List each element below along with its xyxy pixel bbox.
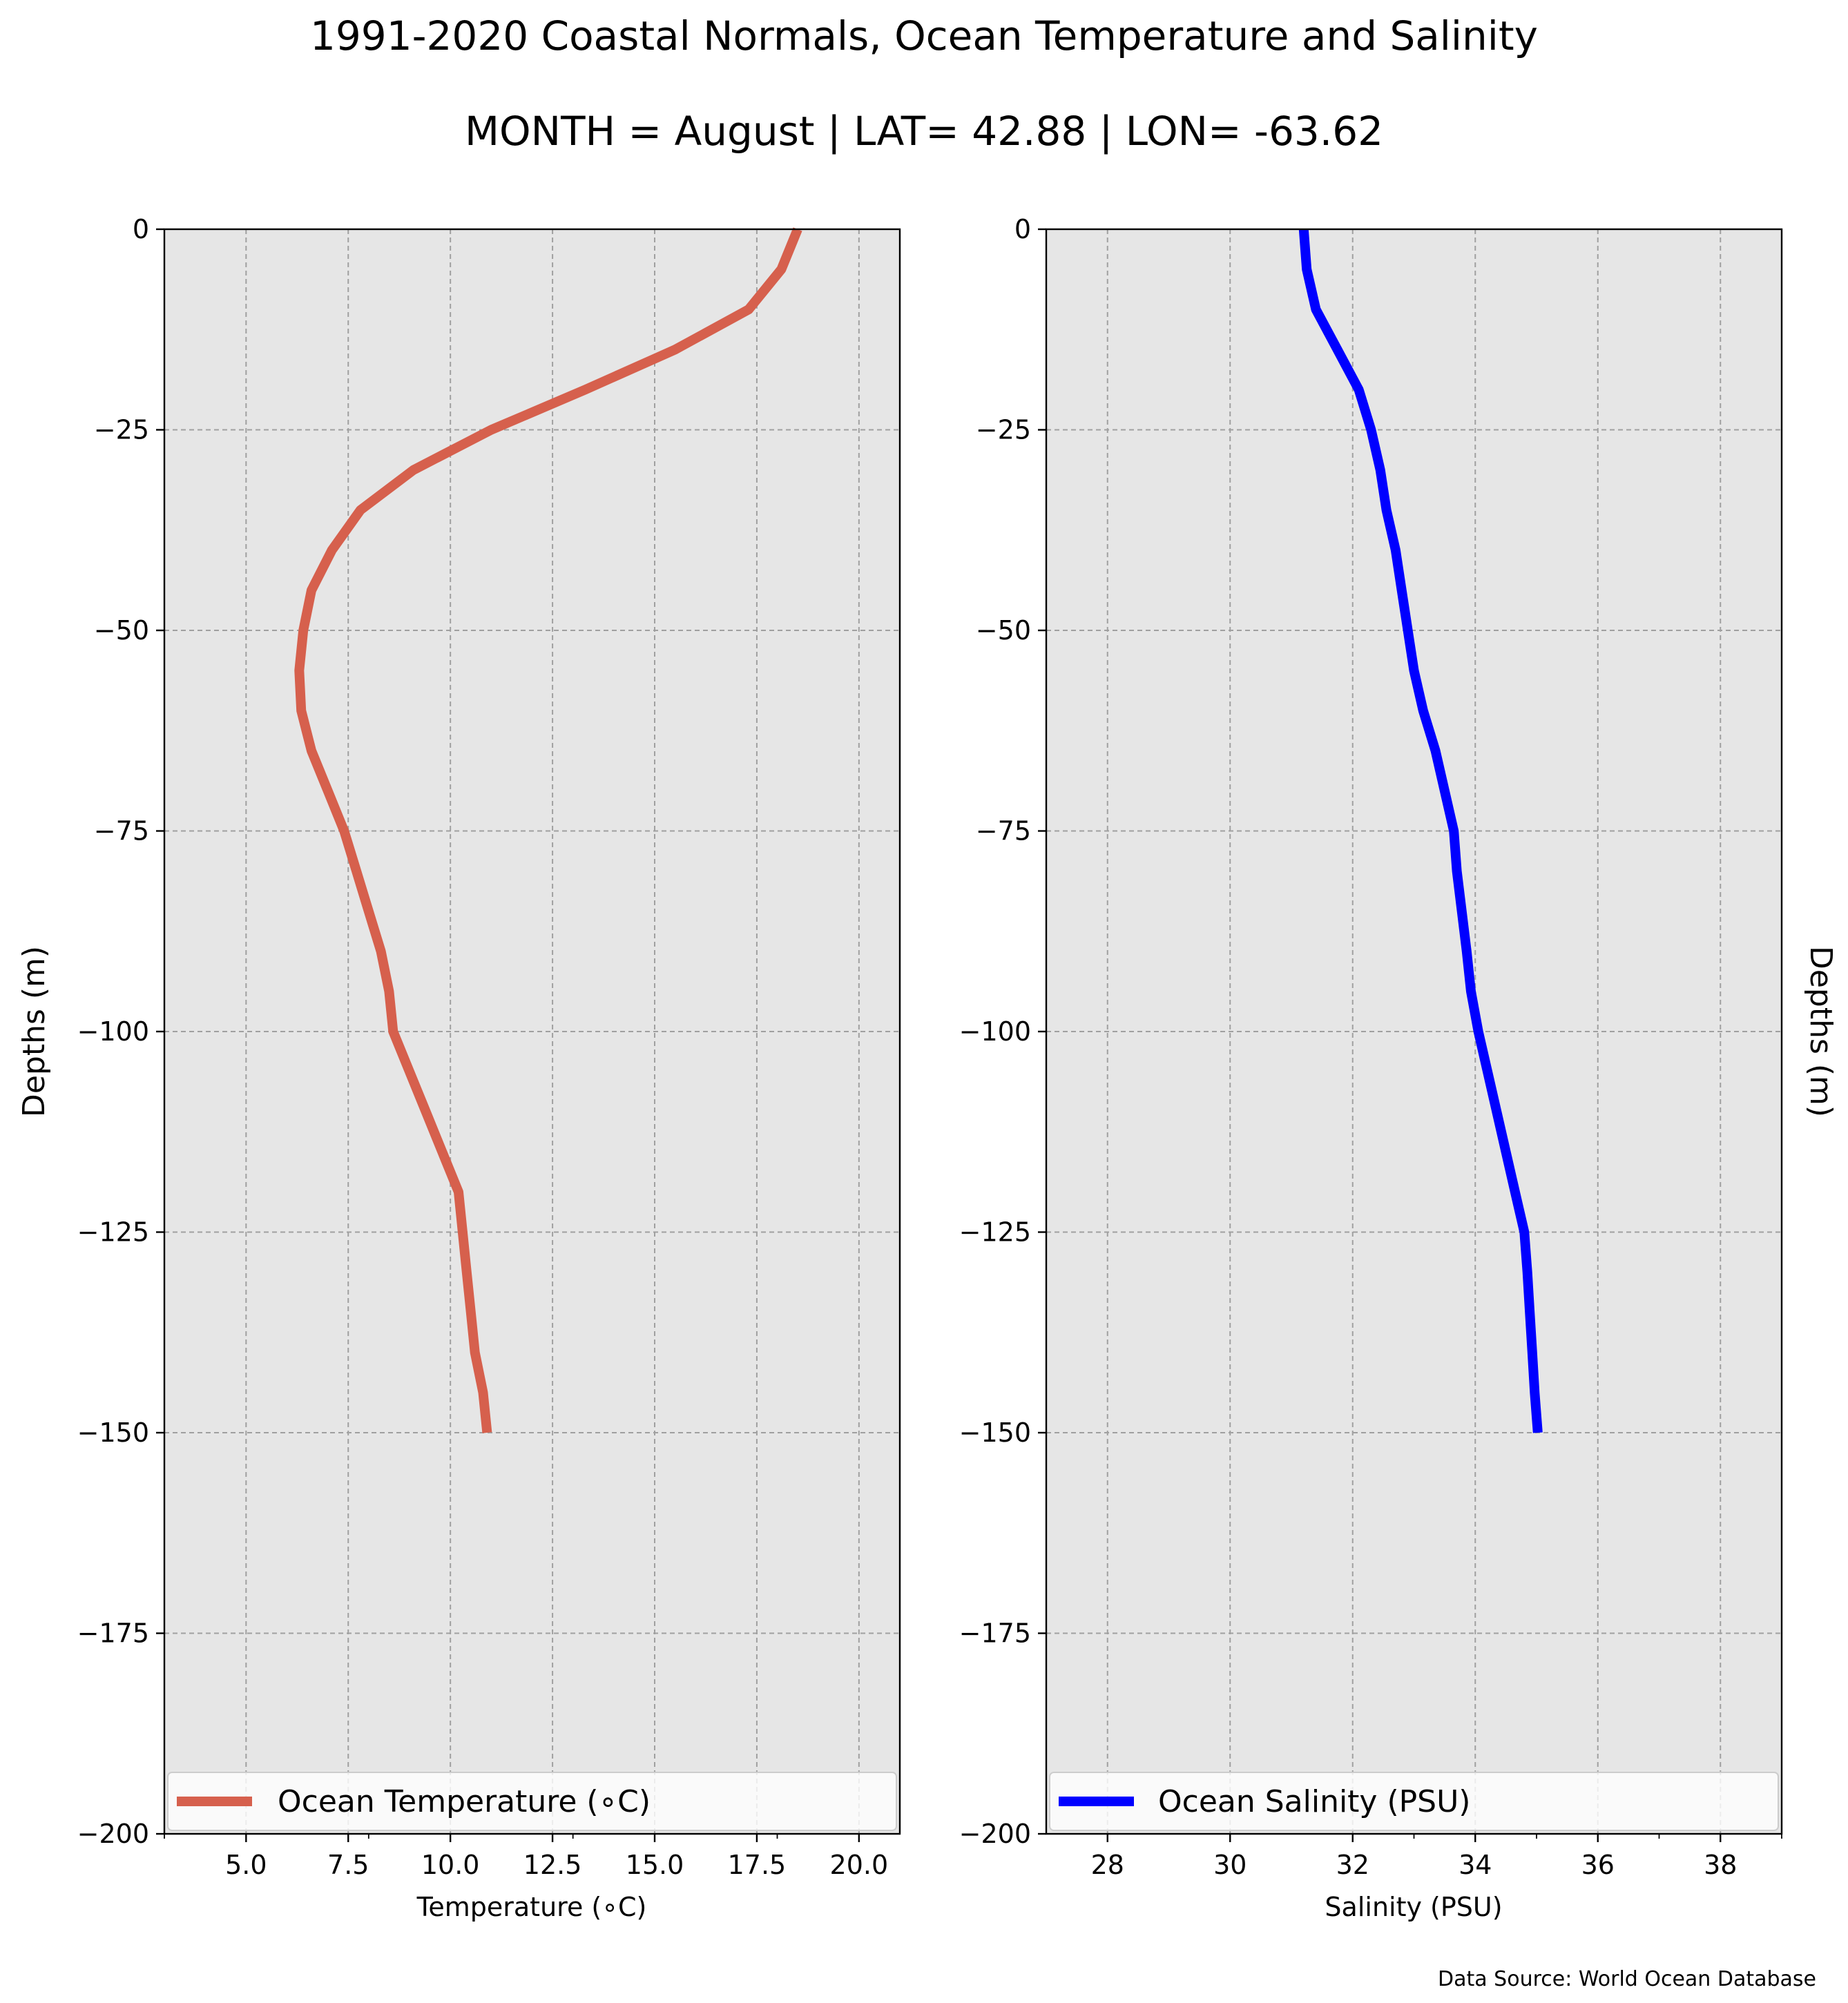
- temperature-legend-label: Ocean Temperature (∘C): [278, 1784, 651, 1819]
- salinity-x-axis-label: Salinity (PSU): [1325, 1892, 1502, 1922]
- chart-subtitle: MONTH = August | LAT= 42.88 | LON= -63.6…: [465, 108, 1383, 155]
- temperature-x-ticks: 5.0 7.5 10.0 12.5 15.0 17.5 20.0: [164, 1834, 888, 1880]
- temperature-x-tick-label: 17.5: [728, 1850, 787, 1880]
- salinity-y-ticks: 0 −25 −50 −75 −100 −125 −150 −175 −200: [959, 214, 1046, 1849]
- salinity-legend-label: Ocean Salinity (PSU): [1158, 1784, 1470, 1819]
- salinity-x-tick-label: 38: [1704, 1850, 1737, 1880]
- salinity-x-tick-label: 34: [1459, 1850, 1492, 1880]
- temperature-y-tick-label: −25: [94, 415, 149, 445]
- temperature-x-tick-label: 12.5: [523, 1850, 582, 1880]
- salinity-y-axis-label: Depths (m): [1803, 946, 1838, 1117]
- temperature-y-tick-label: −50: [94, 615, 149, 646]
- salinity-x-tick-label: 32: [1336, 1850, 1369, 1880]
- temperature-y-tick-label: −75: [94, 816, 149, 846]
- temperature-y-tick-label: −175: [77, 1618, 149, 1649]
- salinity-y-tick-label: −200: [959, 1819, 1031, 1849]
- temperature-x-tick-label: 5.0: [225, 1850, 267, 1880]
- temperature-y-tick-label: −200: [77, 1819, 149, 1849]
- chart-title: 1991-2020 Coastal Normals, Ocean Tempera…: [310, 12, 1538, 59]
- temperature-y-tick-label: −100: [77, 1016, 149, 1047]
- salinity-y-tick-label: −50: [976, 615, 1031, 646]
- temperature-grid: [164, 229, 900, 1835]
- temperature-legend: Ocean Temperature (∘C): [167, 1772, 897, 1831]
- data-source-note: Data Source: World Ocean Database: [1438, 1967, 1816, 1991]
- salinity-x-tick-label: 36: [1581, 1850, 1615, 1880]
- temperature-x-tick-label: 10.0: [421, 1850, 480, 1880]
- temperature-legend-box: [167, 1772, 897, 1831]
- salinity-y-tick-label: −25: [976, 415, 1031, 445]
- salinity-y-tick-label: −100: [959, 1016, 1031, 1047]
- temperature-x-tick-label: 7.5: [327, 1850, 369, 1880]
- salinity-legend: Ocean Salinity (PSU): [1049, 1772, 1779, 1831]
- salinity-y-tick-label: −150: [959, 1417, 1031, 1448]
- temperature-panel: 5.0 7.5 10.0 12.5 15.0 17.5 20.0 0 −25 −50 −75 −10…: [17, 214, 901, 1922]
- salinity-panel: 28 30 32 34 36 38 0 −25 −50 −75 −100 −125 −150 −175 −…: [959, 214, 1838, 1922]
- temperature-x-tick-label: 15.0: [626, 1850, 684, 1880]
- temperature-y-axis-label: Depths (m): [17, 946, 52, 1117]
- temperature-y-tick-label: 0: [133, 214, 149, 244]
- salinity-series-line: [1298, 229, 1543, 1433]
- salinity-y-tick-label: −75: [976, 816, 1031, 846]
- temperature-y-ticks: 0 −25 −50 −75 −100 −125 −150 −175 −200: [77, 214, 164, 1849]
- temperature-x-axis-label: Temperature (∘C): [416, 1892, 647, 1922]
- salinity-x-ticks: 28 30 32 34 36 38: [1091, 1834, 1782, 1880]
- temperature-y-tick-label: −150: [77, 1417, 149, 1448]
- salinity-y-tick-label: −175: [959, 1618, 1031, 1649]
- temperature-series-line: [294, 227, 802, 1433]
- salinity-y-tick-label: 0: [1014, 214, 1031, 244]
- temperature-y-tick-label: −125: [77, 1217, 149, 1248]
- temperature-x-tick-label: 20.0: [830, 1850, 889, 1880]
- salinity-legend-box: [1049, 1772, 1779, 1831]
- salinity-y-tick-label: −125: [959, 1217, 1031, 1248]
- salinity-x-tick-label: 30: [1213, 1850, 1247, 1880]
- salinity-x-tick-label: 28: [1091, 1850, 1124, 1880]
